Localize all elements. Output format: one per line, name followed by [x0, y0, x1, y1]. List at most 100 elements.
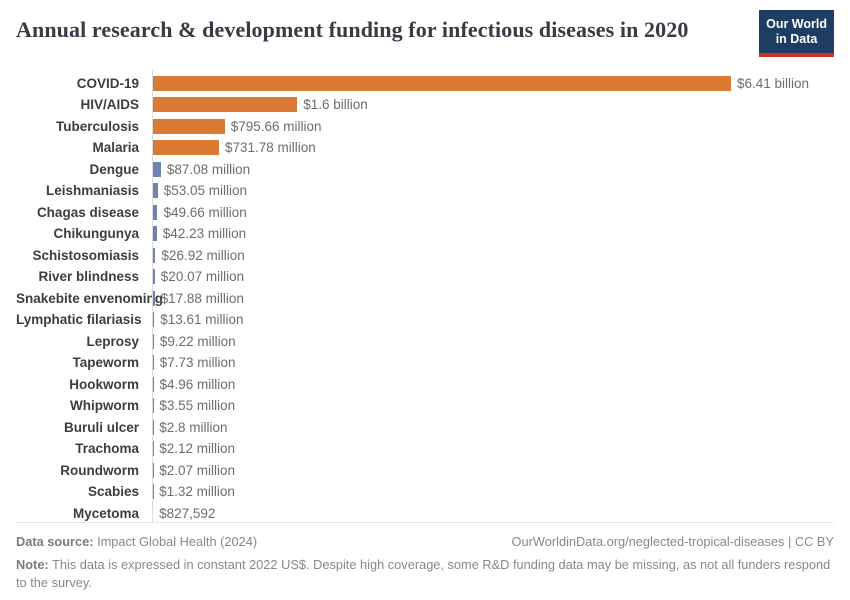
- bar-track: $3.55 million: [146, 398, 834, 414]
- chart-row: Schistosomiasis $26.92 million: [16, 245, 834, 267]
- bar[interactable]: [153, 140, 219, 156]
- y-axis-line: [152, 69, 153, 522]
- bar-track: $13.61 million: [146, 312, 834, 328]
- chart-row: Lymphatic filariasis $13.61 million: [16, 309, 834, 331]
- bar[interactable]: [153, 355, 154, 371]
- chart-row: Tuberculosis $795.66 million: [16, 116, 834, 138]
- value-label: $87.08 million: [166, 161, 251, 177]
- bar[interactable]: [153, 226, 157, 242]
- chart-row: Leishmaniasis $53.05 million: [16, 180, 834, 202]
- category-label: Mycetoma: [72, 505, 139, 521]
- chart-row: Malaria $731.78 million: [16, 137, 834, 159]
- value-label: $20.07 million: [160, 269, 245, 285]
- category-label: Malaria: [92, 140, 139, 156]
- value-label: $2.8 million: [159, 419, 228, 435]
- chart-row: Buruli ulcer $2.8 million: [16, 417, 834, 439]
- chart-title: Annual research & development funding fo…: [16, 17, 689, 42]
- bar[interactable]: [153, 247, 156, 263]
- value-label: $9.22 million: [159, 333, 236, 349]
- bar[interactable]: [153, 312, 155, 328]
- bar[interactable]: [153, 269, 155, 285]
- bar-track: $2.12 million: [146, 441, 834, 457]
- value-label: $795.66 million: [230, 118, 322, 134]
- category-label: Trachoma: [75, 441, 139, 457]
- bar-track: $20.07 million: [146, 269, 834, 285]
- value-label: $3.55 million: [159, 398, 236, 414]
- category-label: Whipworm: [70, 398, 139, 414]
- value-label: $2.12 million: [159, 441, 235, 457]
- bar[interactable]: [153, 118, 225, 134]
- bar[interactable]: [153, 161, 161, 177]
- category-label: Hookworm: [69, 376, 139, 392]
- chart-row: Scabies $1.32 million: [16, 481, 834, 503]
- bar-track: $2.07 million: [146, 462, 834, 478]
- bar-chart: COVID-19 $6.41 billion HIV/AIDS $1.6 bil…: [16, 69, 834, 525]
- chart-row: COVID-19 $6.41 billion: [16, 73, 834, 95]
- bar-track: $49.66 million: [146, 204, 834, 220]
- bar-track: $1.6 billion: [146, 97, 834, 113]
- category-label: Buruli ulcer: [63, 419, 139, 435]
- bar-track: $731.78 million: [146, 140, 834, 156]
- bar-track: $42.23 million: [146, 226, 834, 242]
- chart-row: Tapeworm $7.73 million: [16, 352, 834, 374]
- value-label: $4.96 million: [159, 376, 236, 392]
- bar[interactable]: [153, 75, 731, 91]
- owid-link[interactable]: OurWorldinData.org/neglected-tropical-di…: [511, 534, 834, 549]
- category-label: Scabies: [87, 484, 139, 500]
- bar-track: $1.32 million: [146, 484, 834, 500]
- owid-logo-line2: in Data: [775, 31, 818, 46]
- bar[interactable]: [153, 333, 154, 349]
- category-label: River blindness: [38, 269, 139, 285]
- data-source: Data source: Impact Global Health (2024): [16, 533, 257, 551]
- chart-row: Whipworm $3.55 million: [16, 395, 834, 417]
- owid-logo[interactable]: Our World in Data: [759, 10, 834, 57]
- note-value: This data is expressed in constant 2022 …: [16, 556, 831, 590]
- chart-row: Dengue $87.08 million: [16, 159, 834, 181]
- bar[interactable]: [153, 204, 158, 220]
- bar-track: $17.88 million: [146, 290, 834, 306]
- value-label: $1.32 million: [159, 484, 235, 500]
- value-label: $7.73 million: [159, 355, 236, 371]
- bar-track: $9.22 million: [146, 333, 834, 349]
- chart-row: Chagas disease $49.66 million: [16, 202, 834, 224]
- bar[interactable]: [153, 290, 155, 306]
- bar-track: $26.92 million: [146, 247, 834, 263]
- value-label: $17.88 million: [160, 290, 244, 306]
- bar[interactable]: [153, 183, 158, 199]
- header: Annual research & development funding fo…: [0, 0, 850, 57]
- category-label: Snakebite envenoming: [16, 290, 164, 306]
- category-label: HIV/AIDS: [80, 97, 139, 113]
- category-label: COVID-19: [76, 75, 139, 91]
- value-label: $26.92 million: [161, 247, 245, 263]
- bar[interactable]: [153, 97, 298, 113]
- value-label: $731.78 million: [224, 140, 316, 156]
- value-label: $42.23 million: [162, 226, 247, 242]
- chart-row: Hookworm $4.96 million: [16, 374, 834, 396]
- value-label: $2.07 million: [159, 462, 235, 478]
- chart-row: Snakebite envenoming $17.88 million: [16, 288, 834, 310]
- value-label: $49.66 million: [163, 204, 247, 220]
- chart-rows: COVID-19 $6.41 billion HIV/AIDS $1.6 bil…: [16, 73, 834, 525]
- bar-track: $827,592: [146, 505, 834, 521]
- bar-track: $4.96 million: [146, 376, 834, 392]
- footer-note: Note: This data is expressed in constant…: [16, 556, 834, 592]
- value-label: $53.05 million: [163, 183, 248, 199]
- value-label: $1.6 billion: [303, 97, 368, 113]
- bar-track: $87.08 million: [146, 161, 834, 177]
- data-source-label: Data source:: [16, 534, 94, 549]
- bar-track: $53.05 million: [146, 183, 834, 199]
- chart-row: Roundworm $2.07 million: [16, 460, 834, 482]
- value-label: $13.61 million: [160, 312, 244, 328]
- chart-row: Chikungunya $42.23 million: [16, 223, 834, 245]
- category-label: Chagas disease: [36, 204, 139, 220]
- owid-logo-line1: Our World: [766, 17, 827, 31]
- bar-track: $7.73 million: [146, 355, 834, 371]
- chart-row: Leprosy $9.22 million: [16, 331, 834, 353]
- chart-row: River blindness $20.07 million: [16, 266, 834, 288]
- category-label: Tapeworm: [72, 355, 139, 371]
- category-label: Leishmaniasis: [45, 183, 139, 199]
- footer: Data source: Impact Global Health (2024)…: [16, 522, 834, 592]
- value-label: $827,592: [159, 505, 216, 521]
- data-source-value: Impact Global Health (2024): [93, 534, 258, 549]
